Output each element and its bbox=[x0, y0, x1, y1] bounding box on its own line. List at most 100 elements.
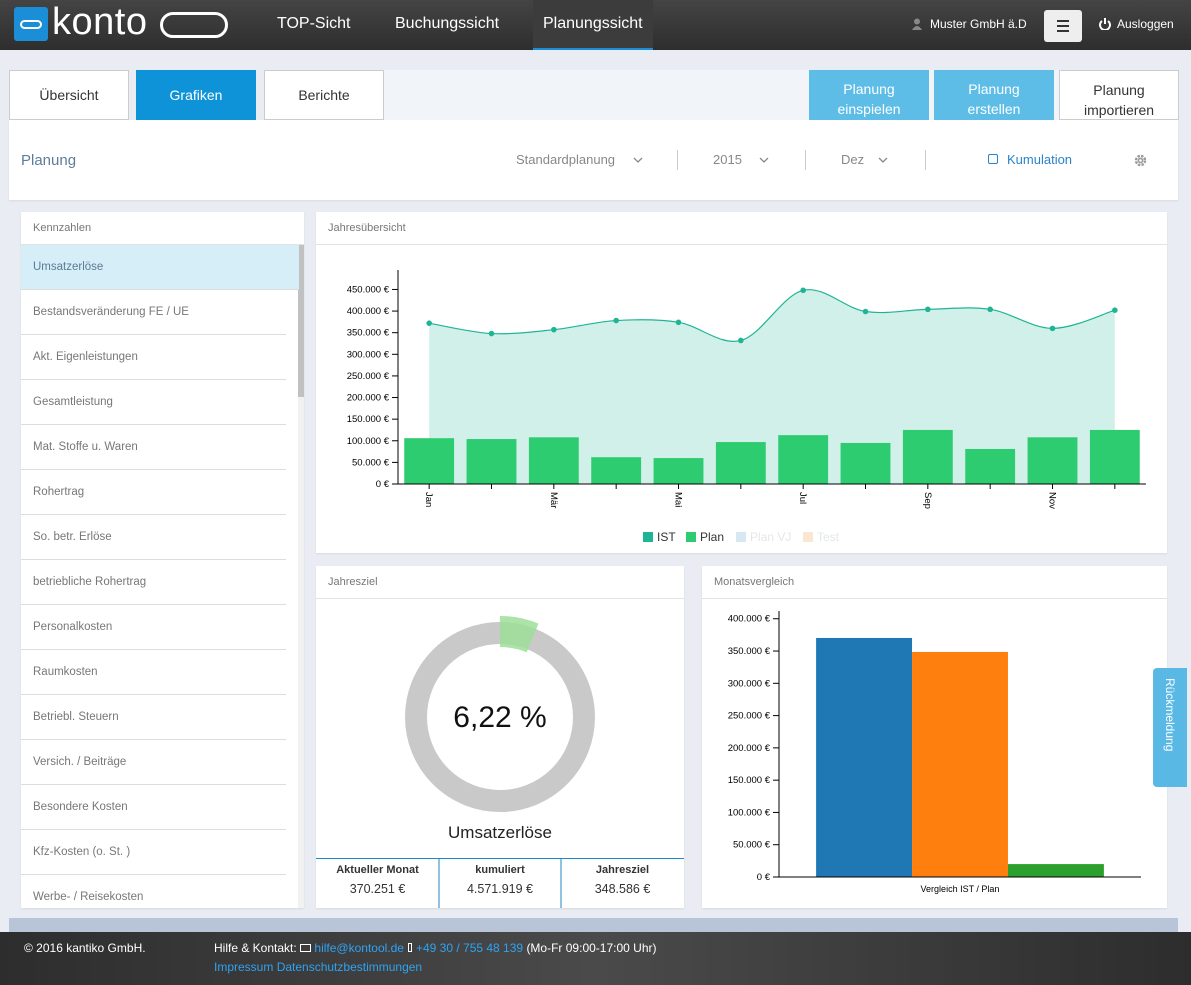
checkbox[interactable] bbox=[988, 154, 998, 164]
point bbox=[862, 308, 869, 315]
overview-chart: 0 € 50.000 € 100.000 € 150.000 € 200.000 € 25… bbox=[347, 270, 1146, 544]
cumulation[interactable]: Kumulation bbox=[1007, 152, 1073, 167]
scrollbar bbox=[298, 245, 304, 908]
chevron bbox=[633, 157, 643, 163]
y-tick-label: 400.000 € bbox=[347, 306, 390, 317]
legend-swatch bbox=[643, 532, 653, 542]
strip bbox=[9, 918, 1178, 932]
bar bbox=[965, 448, 1016, 484]
divider bbox=[925, 150, 926, 170]
phone-icon bbox=[407, 943, 412, 952]
y-tick-label: 100.000 € bbox=[728, 807, 771, 818]
menu-button[interactable] bbox=[1044, 10, 1082, 42]
nav-item[interactable]: TOP-Sicht bbox=[277, 15, 351, 32]
user-icon bbox=[912, 18, 922, 30]
tab[interactable]: Übersicht bbox=[9, 70, 129, 120]
gauge-arc bbox=[500, 616, 539, 653]
sidebar-item[interactable]: betriebliche Rohertrag bbox=[21, 560, 286, 605]
sidebar-title: Kennzahlen bbox=[33, 222, 92, 234]
footer-link[interactable]: Impressum bbox=[214, 960, 274, 974]
bar bbox=[912, 651, 1008, 877]
settings-icon[interactable] bbox=[1134, 154, 1147, 167]
sidebar-item[interactable]: Rohertrag bbox=[21, 470, 286, 515]
month-select[interactable]: Dez bbox=[841, 152, 865, 167]
table-header: Aktueller Monat bbox=[336, 864, 419, 876]
legend-label[interactable]: Plan VJ bbox=[750, 530, 791, 544]
power-icon bbox=[1099, 18, 1111, 30]
x-tick-label: Vergleich IST / Plan bbox=[921, 884, 1000, 894]
sidebar-item[interactable]: So. betr. Erlöse bbox=[21, 515, 286, 560]
brand: konto bbox=[52, 1, 148, 43]
action-button[interactable]: Planung erstellen bbox=[934, 70, 1054, 120]
tab[interactable]: Grafiken bbox=[136, 70, 256, 120]
sidebar-item[interactable]: Umsatzerlöse bbox=[21, 245, 299, 290]
x-tick-label: Jan bbox=[423, 492, 434, 507]
point bbox=[426, 320, 432, 326]
legend-label[interactable]: IST bbox=[657, 530, 676, 544]
point bbox=[488, 330, 495, 337]
y-tick-label: 250.000 € bbox=[728, 711, 771, 722]
sidebar-item[interactable]: Raumkosten bbox=[21, 650, 286, 695]
feedback-tab[interactable]: Rückmeldung bbox=[1153, 668, 1187, 787]
panel-title: Jahresübersicht bbox=[328, 222, 406, 234]
table-value: 348.586 € bbox=[595, 882, 651, 896]
nav-item[interactable]: Buchungssicht bbox=[395, 15, 500, 32]
sidebar-item[interactable]: Akt. Eigenleistungen bbox=[21, 335, 286, 380]
email-link[interactable]: hilfe@kontool.de bbox=[314, 941, 404, 955]
button-line: importieren bbox=[1083, 102, 1155, 118]
x-tick-label: Mai bbox=[673, 492, 684, 507]
sidebar-item[interactable]: Mat. Stoffe u. Waren bbox=[21, 425, 286, 470]
y-tick-label: 0 € bbox=[376, 479, 390, 490]
bar bbox=[1007, 864, 1104, 877]
sidebar-item[interactable]: Versich. / Beiträge bbox=[21, 740, 286, 785]
legend-label[interactable]: Test bbox=[817, 530, 840, 544]
footer-link[interactable]: Datenschutzbestimmungen bbox=[276, 960, 423, 974]
logo-icon bbox=[14, 7, 48, 41]
bar bbox=[715, 442, 766, 484]
point bbox=[1049, 325, 1056, 332]
sidebar-item[interactable]: Werbe- / Reisekosten bbox=[21, 875, 286, 908]
point bbox=[800, 287, 806, 294]
legend-label[interactable]: Plan bbox=[700, 530, 724, 544]
point bbox=[675, 319, 682, 326]
point bbox=[738, 337, 744, 344]
sidebar-item[interactable]: Betriebl. Steuern bbox=[21, 695, 286, 740]
tab-label: Berichte bbox=[298, 87, 350, 103]
bar bbox=[466, 439, 517, 484]
panel-title: Monatsvergleich bbox=[714, 576, 795, 588]
tab[interactable]: Berichte bbox=[264, 70, 384, 120]
navbar: konto Muster GmbH ä.D Ausloggen TOP-Sich… bbox=[0, 0, 1191, 50]
hours: (Mo-Fr 09:00-17:00 Uhr) bbox=[526, 941, 657, 955]
divider bbox=[702, 598, 1167, 599]
sidebar-item[interactable]: Bestandsveränderung FE / UE bbox=[21, 290, 286, 335]
legend-swatch bbox=[803, 532, 813, 542]
y-tick-label: 300.000 € bbox=[728, 678, 771, 689]
action-button[interactable]: Planung importieren bbox=[1059, 70, 1179, 120]
bar bbox=[778, 435, 829, 484]
bar bbox=[653, 458, 704, 484]
y-tick-label: 50.000 € bbox=[352, 457, 390, 468]
user-name: Muster GmbH ä.D bbox=[930, 17, 1027, 31]
button-line: Planung bbox=[843, 81, 895, 97]
bar bbox=[840, 442, 891, 484]
divider bbox=[805, 150, 806, 170]
nav-item[interactable]: Planungssicht bbox=[533, 0, 653, 50]
y-tick-label: 50.000 € bbox=[733, 840, 771, 851]
bar bbox=[591, 457, 642, 484]
plan-select[interactable]: Standardplanung bbox=[516, 152, 616, 167]
phone-link[interactable]: +49 30 / 755 48 139 bbox=[415, 941, 524, 955]
year-select[interactable]: 2015 bbox=[713, 152, 742, 167]
button-line: einspielen bbox=[837, 101, 901, 117]
sidebar-item[interactable]: Besondere Kosten bbox=[21, 785, 286, 830]
divider bbox=[677, 150, 678, 170]
logout[interactable]: Ausloggen bbox=[1117, 17, 1174, 31]
sidebar-item[interactable]: Gesamtleistung bbox=[21, 380, 286, 425]
sidebar-item[interactable]: Kfz-Kosten (o. St. ) bbox=[21, 830, 286, 875]
divider bbox=[316, 598, 684, 599]
sidebar-item[interactable]: Personalkosten bbox=[21, 605, 286, 650]
action-button[interactable]: Planung einspielen bbox=[809, 70, 929, 120]
y-tick-label: 300.000 € bbox=[347, 349, 390, 360]
x-tick-label: Mär bbox=[548, 492, 559, 508]
logo-shape bbox=[160, 12, 228, 38]
